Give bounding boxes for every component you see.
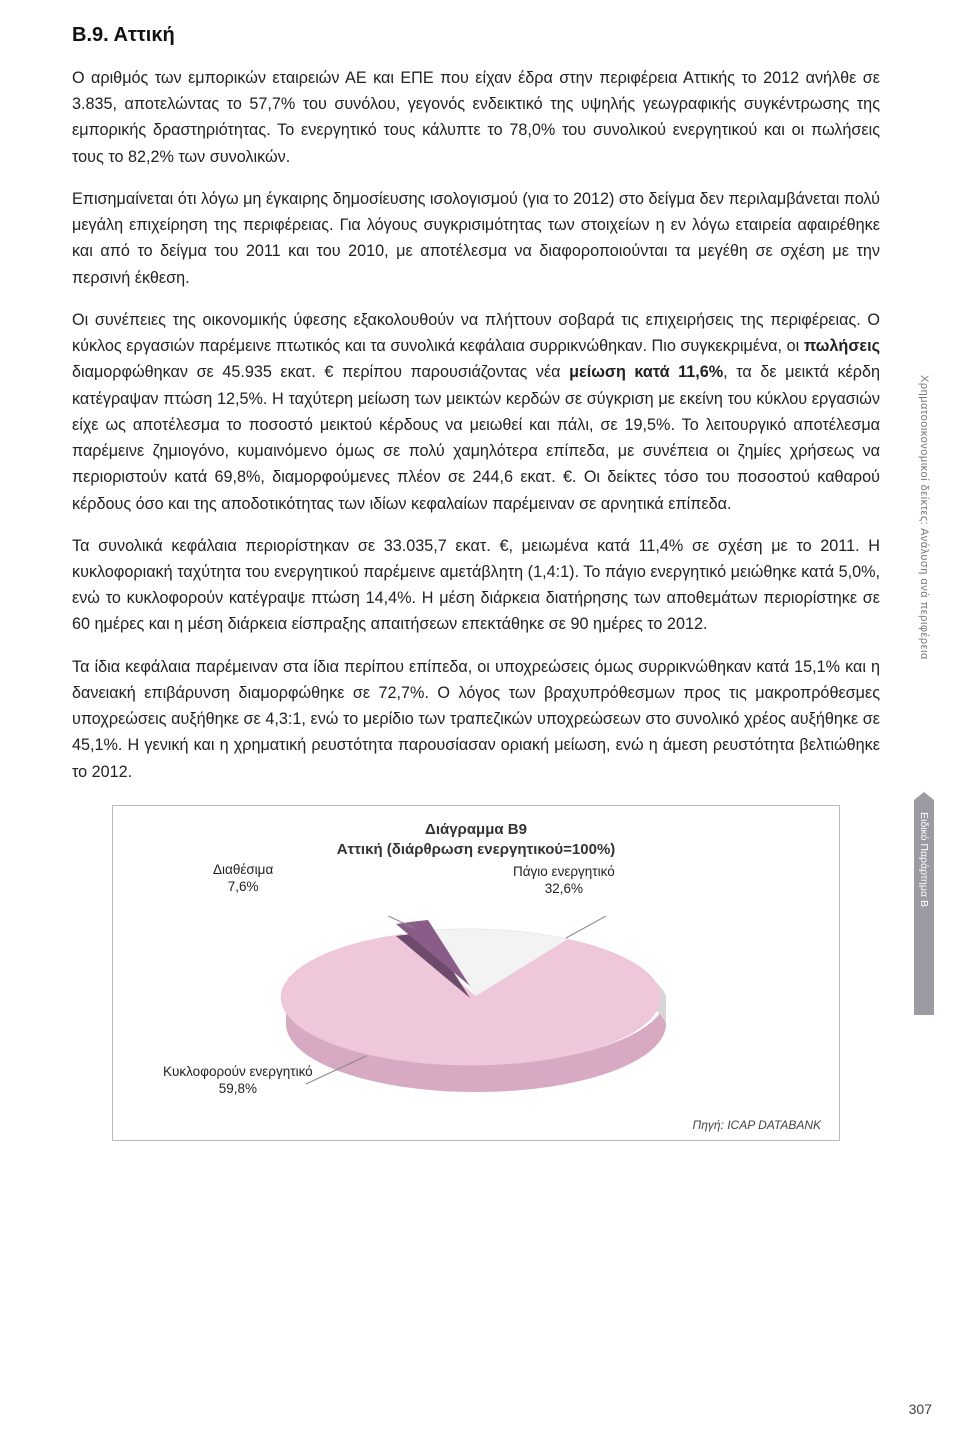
p3a: Οι συνέπειες της οικονομικής ύφεσης εξακ… xyxy=(72,311,880,355)
slice-1-name: Πάγιο ενεργητικό xyxy=(513,864,615,879)
chart-title-line1: Διάγραμμα Β9 xyxy=(425,821,527,838)
paragraph-5: Τα ίδια κεφάλαια παρέμειναν στα ίδια περ… xyxy=(72,654,880,785)
slice-0-name: Διαθέσιμα xyxy=(213,862,273,877)
section-title: Β.9. Αττική xyxy=(72,24,880,47)
paragraph-1: Ο αριθμός των εμπορικών εταιρειών ΑΕ και… xyxy=(72,65,880,170)
side-pill-text: Ειδικό Παράρτημα Β xyxy=(914,800,934,1015)
paragraph-4: Τα συνολικά κεφάλαια περιορίστηκαν σε 33… xyxy=(72,533,880,638)
slice-label-1: Πάγιο ενεργητικό 32,6% xyxy=(513,864,615,898)
p3b: διαμορφώθηκαν σε 45.935 εκατ. € περίπου … xyxy=(72,363,569,381)
pie-area: Διαθέσιμα 7,6% Πάγιο ενεργητικό 32,6% Κυ… xyxy=(133,866,819,1076)
chart-source: Πηγή: ICAP DATABANK xyxy=(693,1118,821,1132)
p3-sales-bold: πωλήσεις xyxy=(804,337,880,355)
chart-title-line2: Αττική (διάρθρωση ενεργητικού=100%) xyxy=(337,841,616,858)
page: Β.9. Αττική Ο αριθμός των εμπορικών εται… xyxy=(0,0,960,1431)
p3c: , τα δε μεικτά κέρδη κατέγραψαν πτώση 12… xyxy=(72,363,880,512)
pie-chart-svg xyxy=(266,916,686,1106)
paragraph-2: Επισημαίνεται ότι λόγω μη έγκαιρης δημοσ… xyxy=(72,186,880,291)
side-labels: Χρηματοοικονομικοί δείκτες: Ανάλυση ανά … xyxy=(894,375,954,1015)
page-number: 307 xyxy=(909,1401,932,1417)
chart-container: Διάγραμμα Β9 Αττική (διάρθρωση ενεργητικ… xyxy=(112,805,840,1141)
paragraph-3: Οι συνέπειες της οικονομικής ύφεσης εξακ… xyxy=(72,307,880,517)
chart-title: Διάγραμμα Β9 Αττική (διάρθρωση ενεργητικ… xyxy=(133,820,819,861)
leader-1 xyxy=(566,916,606,938)
slice-0-pct: 7,6% xyxy=(213,879,273,896)
slice-label-0: Διαθέσιμα 7,6% xyxy=(213,862,273,896)
side-label-text: Χρηματοοικονομικοί δείκτες: Ανάλυση ανά … xyxy=(918,375,930,794)
slice-1-pct: 32,6% xyxy=(513,881,615,898)
p3-reduction-bold: μείωση κατά 11,6% xyxy=(569,363,723,381)
